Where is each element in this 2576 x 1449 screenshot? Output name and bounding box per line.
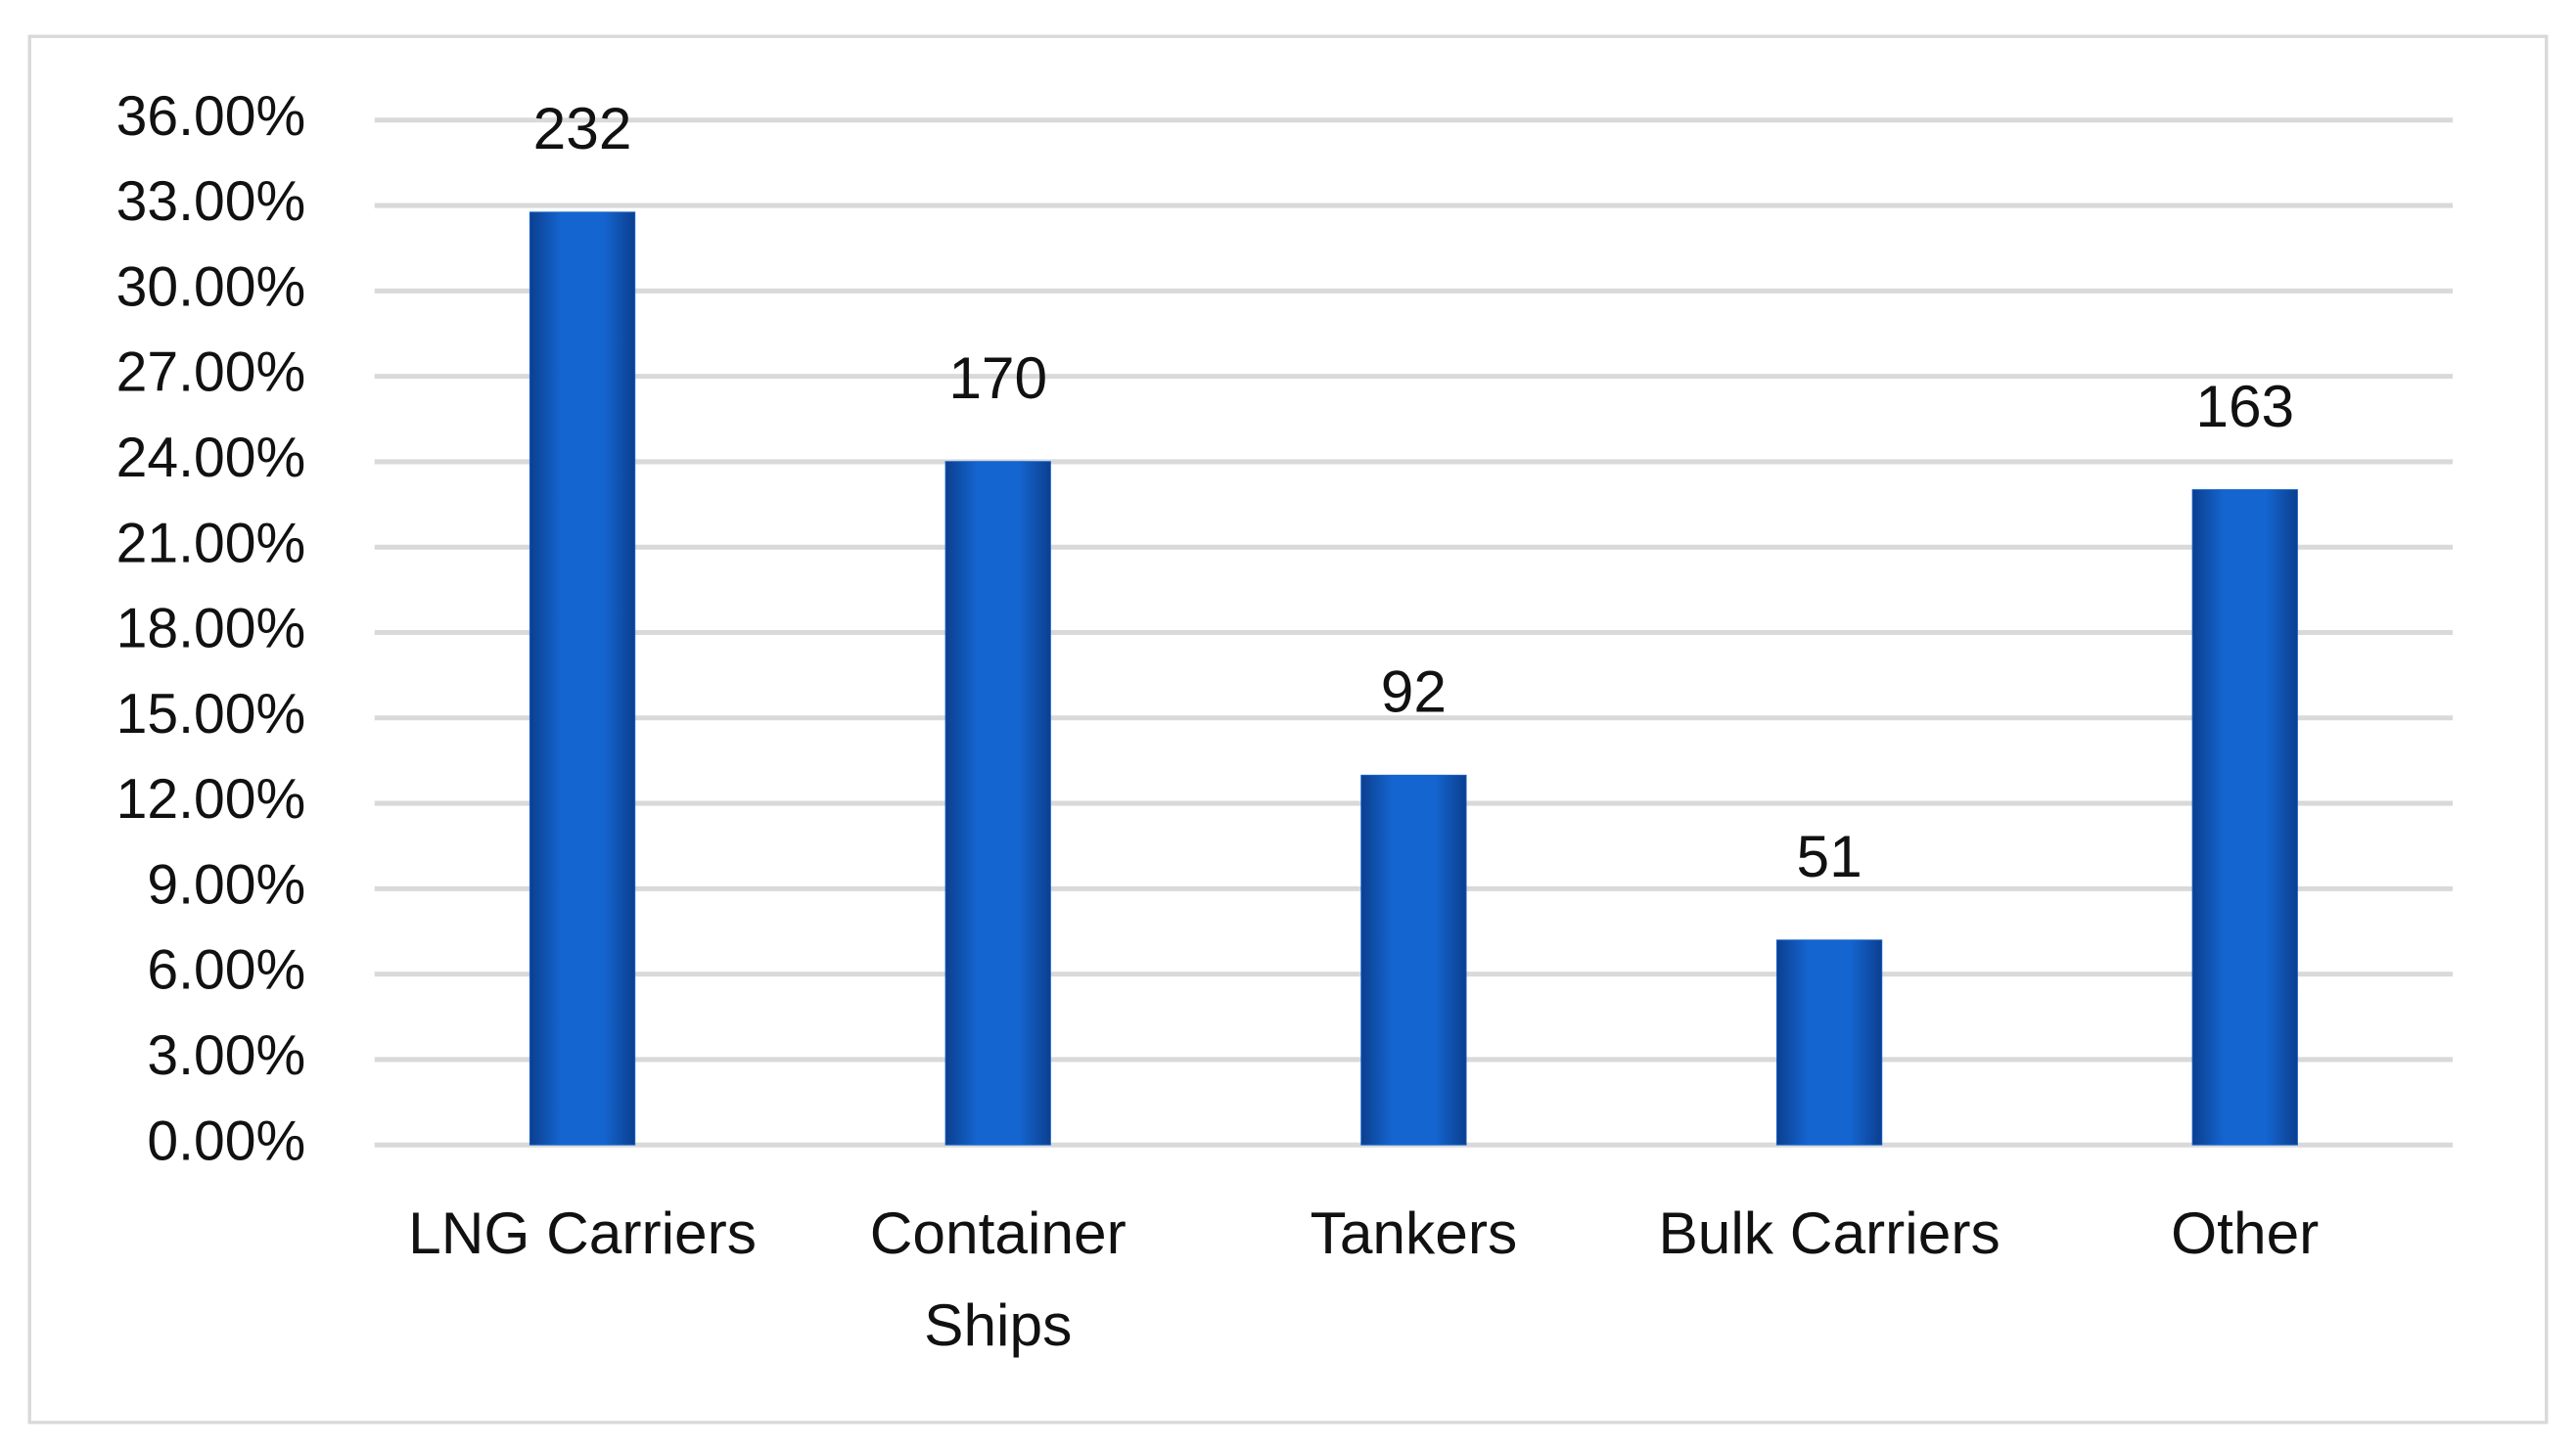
bar <box>1360 774 1467 1146</box>
x-tick-label: Bulk Carriers <box>1658 1199 2001 1267</box>
data-label: 51 <box>1796 823 1862 889</box>
bar <box>944 461 1051 1146</box>
y-tick-label: 6.00% <box>147 939 305 1002</box>
bar <box>2191 489 2298 1146</box>
x-tick-label: LNG Carriers <box>408 1199 758 1267</box>
x-tick-label-box: LNG Carriers <box>408 1199 758 1267</box>
y-tick-label: 15.00% <box>116 683 306 746</box>
y-tick-label: 12.00% <box>116 768 306 831</box>
y-tick-label: 27.00% <box>116 341 306 404</box>
data-label: 163 <box>2195 373 2294 439</box>
x-tick-label-box: Tankers <box>1310 1199 1518 1267</box>
y-tick-label: 33.00% <box>116 170 306 233</box>
x-tick-label: Other <box>2171 1199 2320 1267</box>
y-tick-label: 9.00% <box>147 853 305 916</box>
data-label: 170 <box>948 344 1047 411</box>
y-tick-label: 18.00% <box>116 598 306 660</box>
y-tick-label: 3.00% <box>147 1024 305 1087</box>
y-tick-label: 21.00% <box>116 512 306 574</box>
y-tick-label: 36.00% <box>116 85 306 148</box>
y-tick-label: 0.00% <box>147 1109 305 1172</box>
chart-border <box>27 34 2549 1425</box>
x-tick-label-box: Container Ships <box>869 1199 1127 1359</box>
x-tick-label-box: Bulk Carriers <box>1658 1199 2001 1267</box>
y-tick-label: 24.00% <box>116 427 306 489</box>
data-label: 232 <box>533 95 632 161</box>
bar <box>529 211 636 1146</box>
data-label: 92 <box>1381 658 1447 725</box>
x-tick-label: Tankers <box>1310 1199 1518 1267</box>
y-tick-label: 30.00% <box>116 255 306 318</box>
x-tick-label: Container Ships <box>869 1199 1127 1359</box>
x-tick-label-box: Other <box>2171 1199 2320 1267</box>
bar <box>1775 939 1883 1146</box>
